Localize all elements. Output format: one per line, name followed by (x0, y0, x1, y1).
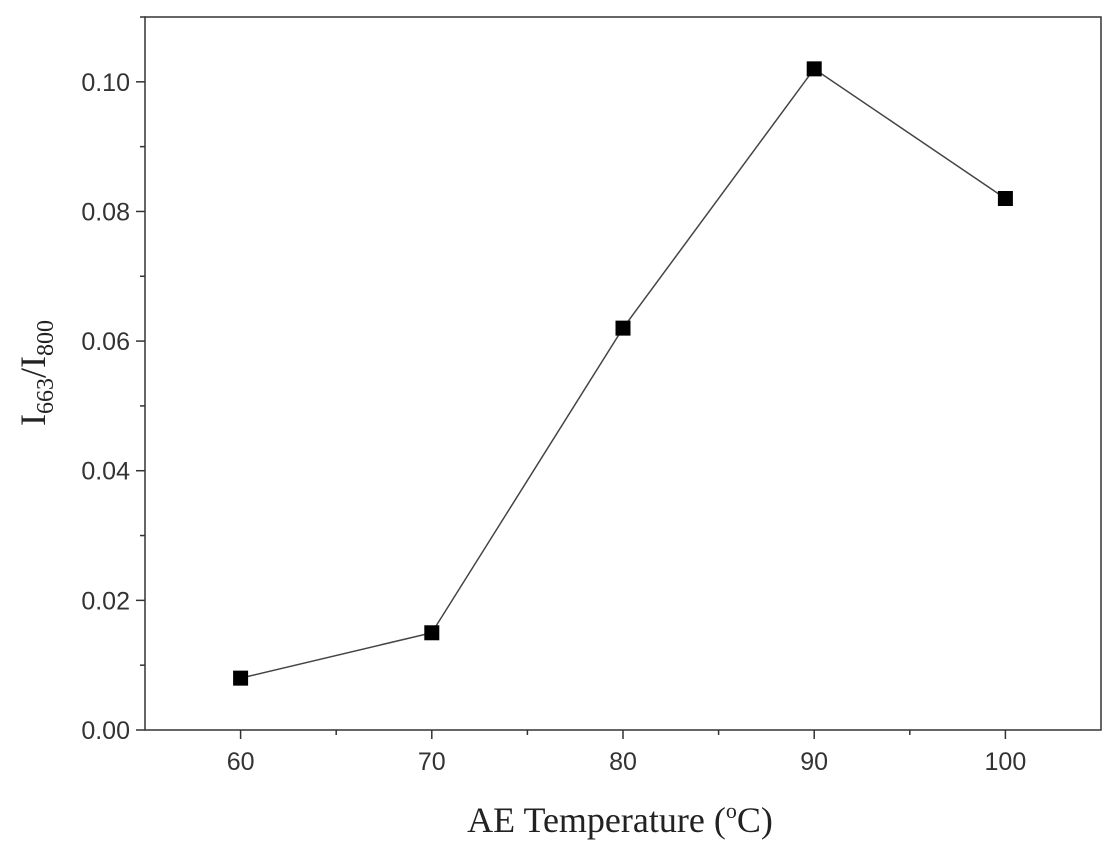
data-point (806, 61, 822, 77)
y-tick-label: 0.00 (81, 717, 130, 745)
y-tick-label: 0.10 (81, 69, 130, 97)
x-axis-title-text: AE Temperature ( (467, 800, 726, 840)
x-axis-title: AE Temperature (oC) (467, 798, 773, 840)
x-tick-label: 100 (985, 748, 1027, 776)
data-series (233, 61, 1013, 686)
y-tick-label: 0.02 (81, 587, 130, 615)
y-axis-title-sub2: 800 (33, 320, 59, 356)
x-axis-title-unit: C) (737, 800, 773, 840)
x-tick-label: 90 (800, 748, 828, 776)
series-line (240, 67, 1006, 679)
x-axis-title-degree: o (726, 798, 737, 823)
y-tick-label: 0.04 (81, 458, 130, 486)
y-axis-title-slash: /I (13, 356, 53, 378)
plot-frame (144, 16, 1102, 731)
data-point (424, 625, 440, 641)
x-tick-label: 60 (227, 748, 255, 776)
x-tick-label: 70 (418, 748, 446, 776)
data-point (997, 190, 1013, 206)
y-axis-ticks: 0.00 0.02 0.04 0.06 0.08 0.10 (81, 16, 145, 745)
y-axis-title-main: I (13, 414, 53, 426)
data-point (233, 670, 249, 686)
y-tick-label: 0.06 (81, 328, 130, 356)
y-tick-label: 0.08 (81, 198, 130, 226)
data-point (615, 320, 631, 336)
y-axis-title-sub1: 663 (33, 378, 59, 414)
x-tick-label: 80 (609, 748, 637, 776)
y-axis-title: I663/I800 (13, 320, 59, 426)
x-axis-ticks: 60 70 80 90 100 (227, 730, 1027, 776)
